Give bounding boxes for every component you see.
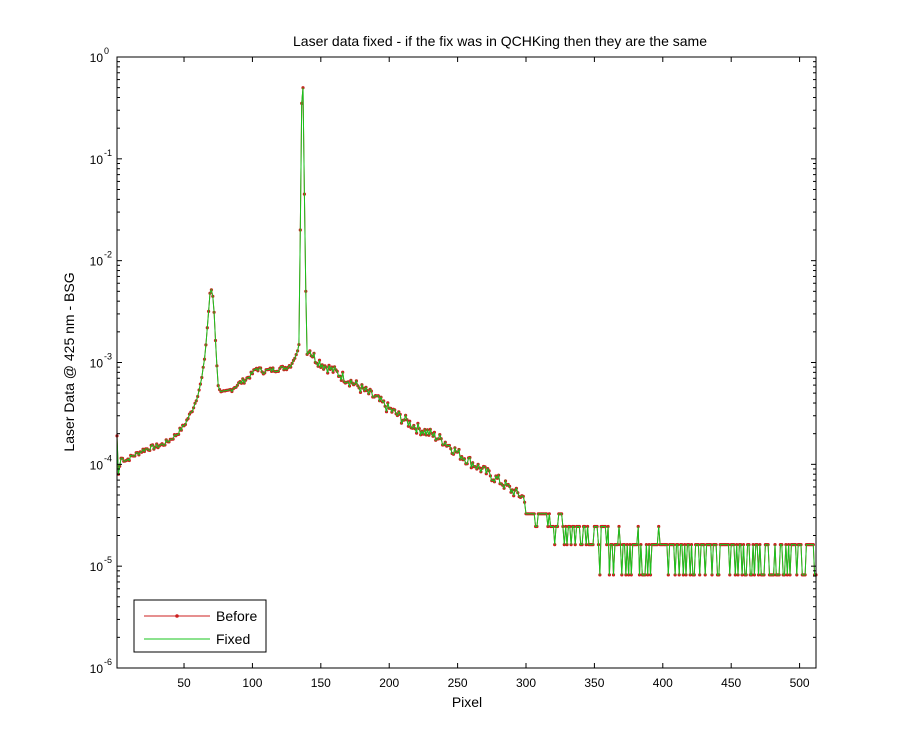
x-axis-label: Pixel bbox=[452, 694, 482, 710]
x-tick-label: 50 bbox=[177, 676, 191, 690]
x-tick-label: 400 bbox=[653, 676, 673, 690]
y-tick-label: 10 bbox=[90, 357, 104, 371]
x-tick-label: 200 bbox=[379, 676, 399, 690]
series-line-fixed bbox=[116, 87, 816, 576]
y-tick-exponent: -6 bbox=[104, 657, 112, 667]
plot-area bbox=[117, 57, 816, 668]
x-tick-label: 300 bbox=[516, 676, 536, 690]
y-tick-label: 10 bbox=[90, 255, 104, 269]
legend-label-fixed: Fixed bbox=[216, 631, 250, 647]
y-tick-label: 10 bbox=[90, 458, 104, 472]
y-tick-exponent: 0 bbox=[104, 46, 109, 56]
series-layer bbox=[115, 86, 818, 577]
legend-marker-before bbox=[175, 614, 179, 618]
y-tick-label: 10 bbox=[90, 560, 104, 574]
x-axis-ticks: 50 100 150 200 250 300 350 400 450 500 bbox=[177, 57, 810, 690]
y-tick-label: 10 bbox=[90, 51, 104, 65]
x-tick-label: 450 bbox=[721, 676, 741, 690]
chart-title: Laser data fixed - if the fix was in QCH… bbox=[293, 33, 707, 49]
legend: Before Fixed bbox=[133, 599, 267, 653]
y-tick-exponent: -4 bbox=[104, 453, 112, 463]
y-tick-label: 10 bbox=[90, 153, 104, 167]
x-tick-label: 500 bbox=[790, 676, 810, 690]
y-axis-label: Laser Data @ 425 nm - BSG bbox=[61, 272, 77, 451]
x-tick-label: 100 bbox=[242, 676, 262, 690]
x-tick-label: 250 bbox=[448, 676, 468, 690]
x-tick-label: 350 bbox=[584, 676, 604, 690]
y-tick-exponent: -5 bbox=[104, 555, 112, 565]
legend-box bbox=[133, 599, 267, 653]
y-tick-exponent: -1 bbox=[104, 148, 112, 158]
x-tick-label: 150 bbox=[311, 676, 331, 690]
y-tick-exponent: -2 bbox=[104, 250, 112, 260]
y-tick-exponent: -3 bbox=[104, 352, 112, 362]
legend-label-before: Before bbox=[216, 608, 257, 624]
y-tick-label: 10 bbox=[90, 662, 104, 676]
